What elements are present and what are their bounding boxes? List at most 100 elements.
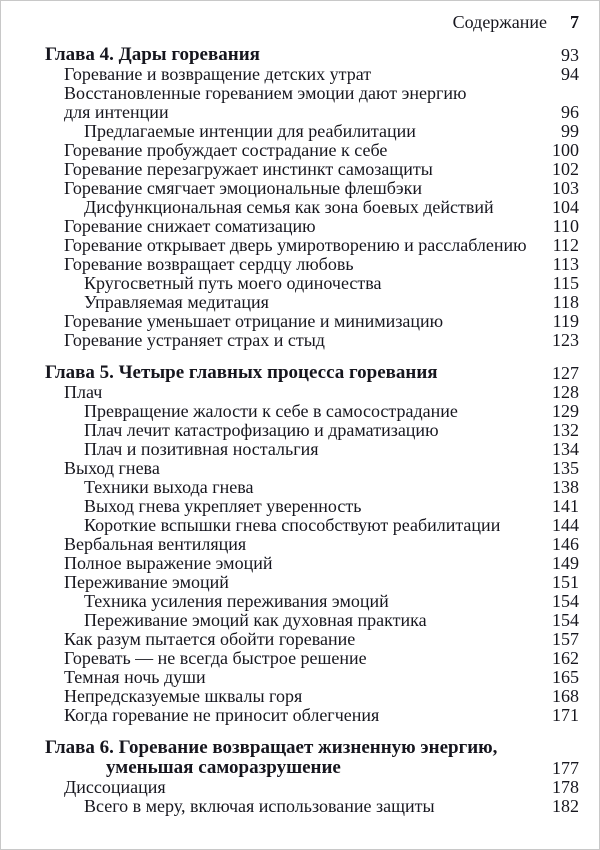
chapter-title: Глава 4. Дары горевания	[45, 44, 260, 65]
toc-entry-title: Горевание смягчает эмоциональные флешбэк…	[64, 178, 422, 198]
toc-entry-title: Горевание снижает соматизацию	[64, 216, 316, 236]
toc-entry-row: Переживание эмоций как духовная практика…	[45, 611, 579, 630]
toc-entry-row: Горевать — не всегда быстрое решение 162	[45, 649, 579, 668]
toc-entry-page-number: 162	[552, 648, 579, 668]
toc-entry-page-number: 171	[552, 705, 579, 725]
toc-entry-page-number: 144	[552, 515, 579, 535]
toc-entry-title: Плач	[64, 382, 103, 402]
toc-entry-title: Горевание устраняет страх и стыд	[64, 330, 325, 350]
toc-entry-row: Горевание устраняет страх и стыд 123	[45, 331, 579, 350]
toc-entry-title: Горевание пробуждает сострадание к себе	[64, 140, 388, 160]
toc-entry-row: Кругосветный путь моего одиночества 115	[45, 274, 579, 293]
chapter-section: Глава 5. Четыре главных процесса гореван…	[45, 363, 579, 725]
toc-entry-page-number: 168	[552, 686, 579, 706]
toc-entry-page-number: 146	[552, 534, 579, 554]
toc-entry-row: Техники выхода гнева 138	[45, 478, 579, 497]
toc-entry-row: Диссоциация 178	[45, 778, 579, 797]
toc-entry-title: Предлагаемые интенции для реабилитации	[84, 121, 416, 141]
toc-entry-page-number: 154	[552, 591, 579, 611]
toc-entry-row: Вербальная вентиляция 146	[45, 535, 579, 554]
running-head: Содержание 7	[45, 13, 579, 32]
toc-entry-row: Непредсказуемые шквалы горя 168	[45, 687, 579, 706]
chapter-heading-row: Глава 6. Горевание возвращает жизненную …	[45, 737, 579, 779]
toc-entry-row: Горевание пробуждает сострадание к себе 1…	[45, 141, 579, 160]
toc-entry-row: Горевание смягчает эмоциональные флешбэк…	[45, 179, 579, 198]
toc-entry-title: Когда горевание не приносит облегчения	[64, 705, 380, 725]
toc-entry-page-number: 182	[552, 796, 579, 816]
toc-entry-title: Горевание и возвращение детских утрат	[64, 64, 372, 84]
toc-entry-page-number: 103	[552, 178, 579, 198]
toc-entry-title: Горевание открывает дверь умиротворению …	[64, 235, 527, 255]
toc-entry-page-number: 128	[552, 382, 579, 402]
chapter-page-number: 177	[552, 758, 579, 778]
toc-entry-page-number: 102	[552, 159, 579, 179]
toc-entry-page-number: 94	[561, 64, 579, 84]
toc-entry-page-number: 157	[552, 629, 579, 649]
toc-entry-row: Выход гнева 135	[45, 459, 579, 478]
toc-entry-row: Когда горевание не приносит облегчения 17…	[45, 706, 579, 725]
toc-entry-row: Восстановленные гореванием эмоции дают э…	[45, 84, 579, 122]
toc-entry-row: Как разум пытается обойти горевание 157	[45, 630, 579, 649]
toc-entry-page-number: 178	[552, 777, 579, 797]
toc-entry-row: Горевание возвращает сердцу любовь 113	[45, 255, 579, 274]
toc-entry-page-number: 119	[552, 311, 579, 331]
toc-entry-title: Плач лечит катастрофизацию и драматизаци…	[84, 420, 439, 440]
toc-entry-row: Плач лечит катастрофизацию и драматизаци…	[45, 421, 579, 440]
running-head-page-number: 7	[570, 12, 579, 32]
toc-entry-row: Всего в меру, включая использование защи…	[45, 797, 579, 816]
chapter-page-number: 93	[561, 45, 579, 65]
toc-entry-title: Горевание перезагружает инстинкт самозащ…	[64, 159, 433, 179]
toc-entry-row: Горевание и возвращение детских утрат 94	[45, 65, 579, 84]
toc-entry-page-number: 112	[552, 235, 579, 255]
chapter-section: Глава 4. Дары горевания 93 Горевание и воз…	[45, 45, 579, 350]
toc-entry-title: Всего в меру, включая использование защи…	[84, 796, 435, 816]
toc-entry-title: Короткие вспышки гнева способствуют реаб…	[84, 515, 501, 535]
toc-entry-row: Короткие вспышки гнева способствуют реаб…	[45, 516, 579, 535]
toc-entry-title: Превращение жалости к себе в самосострад…	[84, 401, 458, 421]
toc-entry-page-number: 135	[552, 458, 579, 478]
toc: Глава 4. Дары горевания 93 Горевание и воз…	[45, 45, 579, 816]
toc-entry-row: Горевание открывает дверь умиротворению …	[45, 236, 579, 255]
toc-entry-page-number: 141	[552, 496, 579, 516]
toc-entry-row: Горевание снижает соматизацию 110	[45, 217, 579, 236]
toc-entry-page-number: 118	[552, 292, 579, 312]
toc-entry-page-number: 129	[552, 401, 579, 421]
toc-entry-page-number: 138	[552, 477, 579, 497]
toc-entry-row: Горевание уменьшает отрицание и минимиза…	[45, 312, 579, 331]
toc-entry-title: Темная ночь души	[64, 667, 206, 687]
toc-entry-row: Темная ночь души 165	[45, 668, 579, 687]
toc-entry-title: Кругосветный путь моего одиночества	[84, 273, 382, 293]
toc-entry-title: Выход гнева укрепляет уверенность	[84, 496, 362, 516]
toc-entry-page-number: 100	[552, 140, 579, 160]
toc-entry-title: Восстановленные гореванием эмоции дают э…	[64, 83, 467, 122]
chapter-page-number: 127	[552, 363, 579, 383]
toc-entry-title: Горевание уменьшает отрицание и минимиза…	[64, 311, 444, 331]
toc-entry-title: Непредсказуемые шквалы горя	[64, 686, 303, 706]
toc-entry-title: Горевание возвращает сердцу любовь	[64, 254, 354, 274]
toc-entry-title: Управляемая медитация	[84, 292, 269, 312]
toc-entry-page-number: 151	[552, 572, 579, 592]
toc-entry-page-number: 110	[552, 216, 579, 236]
toc-entry-title: Как разум пытается обойти горевание	[64, 629, 356, 649]
toc-entry-page-number: 134	[552, 439, 579, 459]
toc-entry-title: Полное выражение эмоций	[64, 553, 273, 573]
toc-entry-page-number: 96	[561, 102, 579, 122]
chapter-heading-row: Глава 4. Дары горевания 93	[45, 44, 579, 66]
toc-entry-title: Переживание эмоций как духовная практика	[84, 610, 427, 630]
toc-entry-row: Горевание перезагружает инстинкт самозащ…	[45, 160, 579, 179]
toc-entry-title: Плач и позитивная ностальгия	[84, 439, 319, 459]
toc-entry-row: Предлагаемые интенции для реабилитации 99	[45, 122, 579, 141]
toc-entry-row: Переживание эмоций 151	[45, 573, 579, 592]
toc-entry-title: Переживание эмоций	[64, 572, 229, 592]
toc-entry-title: Диссоциация	[64, 777, 166, 797]
toc-entry-title: Вербальная вентиляция	[64, 534, 247, 554]
toc-entry-row: Управляемая медитация 118	[45, 293, 579, 312]
toc-entry-row: Плач и позитивная ностальгия 134	[45, 440, 579, 459]
toc-entry-page-number: 165	[552, 667, 579, 687]
chapter-title: Глава 6. Горевание возвращает жизненную …	[45, 737, 498, 778]
toc-entry-page-number: 104	[552, 197, 579, 217]
chapter-title: Глава 5. Четыре главных процесса гореван…	[45, 362, 438, 383]
toc-entry-row: Техника усиления переживания эмоций 154	[45, 592, 579, 611]
toc-entry-page-number: 99	[561, 121, 579, 141]
